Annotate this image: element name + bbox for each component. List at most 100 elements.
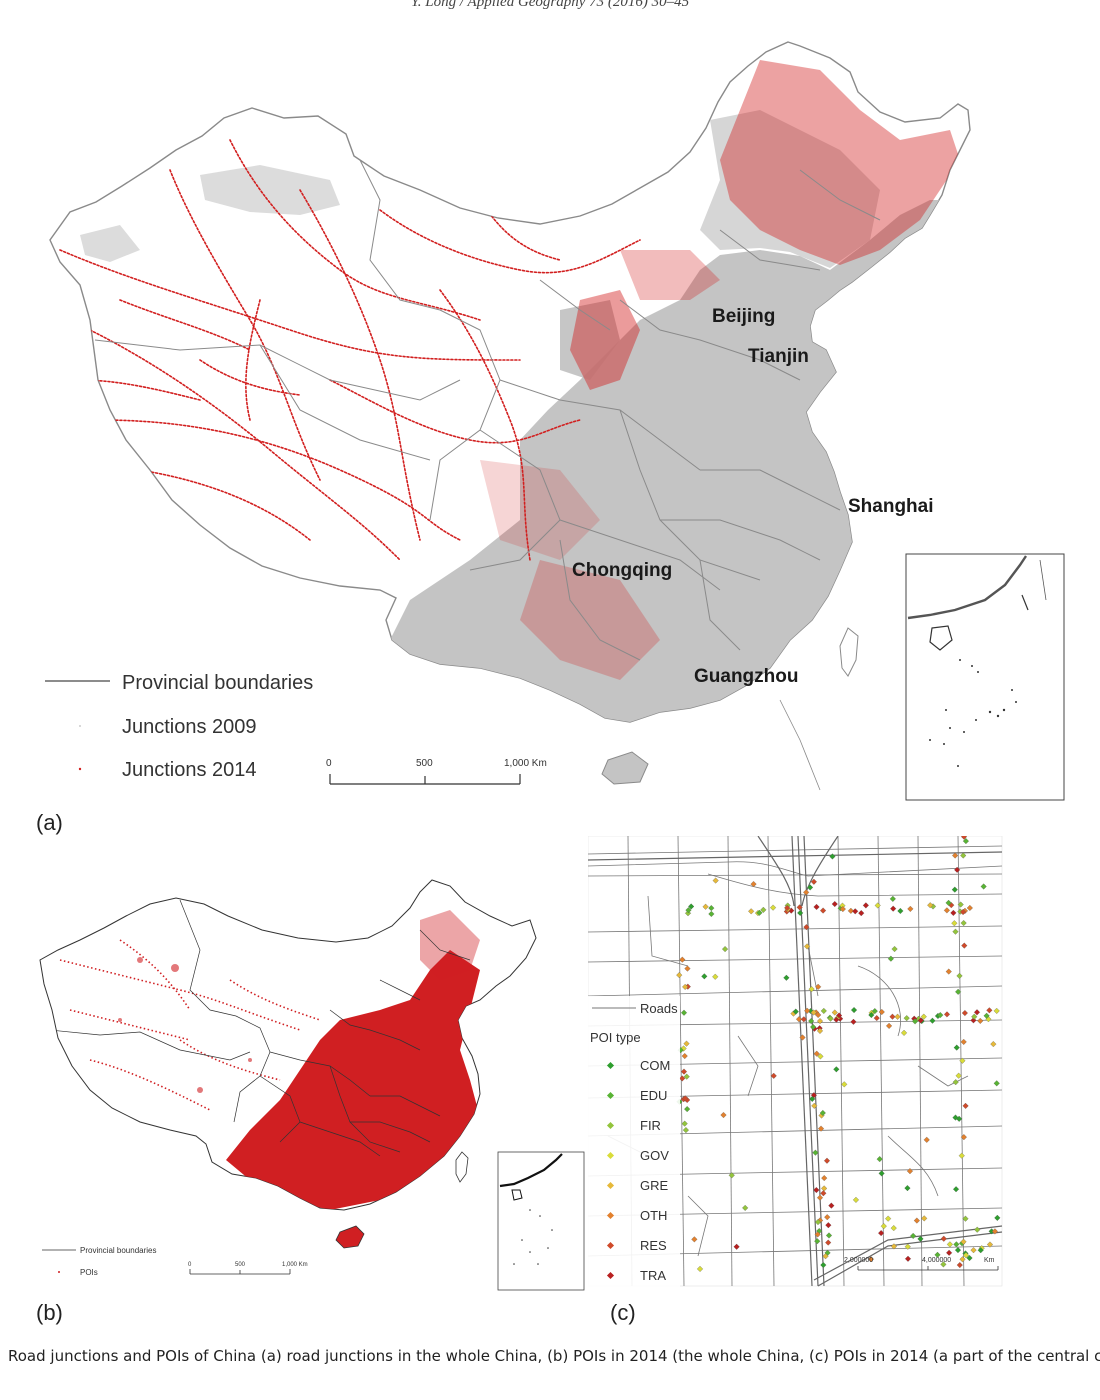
poi-marker [957, 901, 964, 908]
poi-marker [682, 983, 689, 990]
poi-marker [813, 1187, 820, 1194]
poi-marker [821, 1185, 828, 1192]
poi-marker [937, 1012, 944, 1019]
poi-marker [927, 902, 934, 909]
poi-marker [792, 1008, 799, 1015]
poi-marker [784, 904, 791, 911]
poi-marker [878, 1170, 885, 1177]
poi-marker [945, 968, 952, 975]
poi-marker [812, 1149, 819, 1156]
poi-marker [808, 1017, 815, 1025]
poi-marker [891, 945, 898, 953]
poi-marker [871, 1008, 878, 1015]
poi-marker [912, 1018, 919, 1025]
legend-junction-2009-swatch [79, 725, 81, 727]
poi-marker [887, 955, 894, 962]
poi-marker [810, 878, 817, 885]
poi-marker [951, 920, 958, 927]
poi-type-legend: COM EDU FIR GOV GRE OTH RES TRA [606, 1058, 670, 1283]
poi-marker [702, 903, 709, 910]
poi-marker [917, 1235, 924, 1242]
poi-marker [952, 928, 959, 935]
poi-marker [800, 1016, 807, 1023]
poi-marker [934, 1251, 941, 1258]
poi-marker [889, 895, 896, 902]
poi-marker [917, 1017, 924, 1024]
poi-marker [910, 1232, 917, 1239]
poi-marker [850, 1018, 857, 1025]
legend-b-pois-label: POIs [80, 1268, 98, 1277]
city-label-tianjin: Tianjin [748, 346, 809, 367]
poi-marker [986, 1241, 994, 1248]
poi-marker [685, 907, 692, 914]
poi-marker [946, 1249, 953, 1256]
legend-b-poi-swatch [58, 1271, 60, 1273]
poi-marker [943, 907, 950, 914]
poi-marker [708, 905, 715, 912]
poi-marker [816, 1018, 824, 1025]
poi-marker [962, 1252, 970, 1259]
poi-marker [961, 1009, 968, 1017]
poi-marker [890, 905, 897, 912]
poi-marker [728, 1172, 735, 1179]
poi-marker [966, 1254, 973, 1262]
legend-poi-gov-label: GOV [640, 1148, 669, 1163]
poi-marker [961, 942, 968, 949]
legend-poi-gre-label: GRE [640, 1178, 669, 1193]
poi-marker [820, 907, 827, 914]
poi-marker [850, 1007, 858, 1014]
poi-marker [889, 1013, 896, 1020]
poi-marker [971, 1013, 978, 1020]
city-label-beijing: Beijing [712, 306, 775, 327]
poi-marker [817, 1053, 824, 1060]
poi-marker [953, 1186, 960, 1193]
poi-marker [904, 1243, 911, 1250]
scale-c-tick-1: 2,000000 [844, 1257, 873, 1264]
poi-marker [901, 1029, 908, 1036]
map-panel-c: Roads POI type COMEDUFIRGOVGREOTHRESTRA … [588, 836, 1003, 1288]
poi-marker [991, 1228, 998, 1235]
poi-marker [822, 1253, 829, 1260]
poi-marker [921, 1215, 928, 1222]
poi-marker [682, 1127, 689, 1134]
poi-marker [815, 983, 822, 990]
panel-b-label: (b) [36, 1300, 63, 1325]
poi-marker [814, 1219, 822, 1226]
poi-marker [993, 1007, 1000, 1014]
poi-marker [960, 852, 967, 859]
poi-marker [682, 1095, 689, 1102]
poi-marker [807, 884, 814, 891]
poi-marker [720, 1111, 727, 1119]
poi-marker [688, 903, 695, 910]
poi-marker [960, 836, 968, 840]
poi-marker [913, 1217, 920, 1224]
poi-marker [820, 1190, 827, 1197]
poi-marker [955, 1072, 962, 1079]
poi-marker [679, 956, 686, 963]
poi-marker [904, 1255, 912, 1262]
inset-south-china-sea-a [905, 553, 1065, 801]
poi-marker [797, 909, 804, 916]
poi-marker [733, 1243, 740, 1250]
poi-marker [950, 909, 957, 916]
poi-marker [955, 988, 962, 995]
scale-c-unit: Km [984, 1257, 995, 1264]
poi-marker [681, 1053, 688, 1060]
poi-marker [813, 1050, 820, 1057]
poi-marker [804, 943, 811, 950]
poi-marker [748, 908, 755, 915]
city-label-guangzhou: Guangzhou [694, 666, 798, 687]
legend-poi-tra-label: TRA [640, 1268, 666, 1283]
map-panel-a: Beijing Tianjin Shanghai Chongqing Guang… [45, 41, 1065, 801]
poi-marker [862, 902, 869, 909]
poi-marker [816, 1027, 824, 1034]
poi-marker [815, 1011, 822, 1018]
city-label-chongqing: Chongqing [572, 560, 672, 581]
poi-marker [825, 1239, 832, 1246]
inset-south-china-sea-b [497, 1151, 585, 1291]
poi-marker [923, 1136, 930, 1143]
poi-marker [852, 1196, 859, 1203]
poi-marker [970, 1247, 977, 1254]
poi-marker [952, 1079, 959, 1086]
legend-c-roads-label: Roads [640, 1001, 678, 1016]
